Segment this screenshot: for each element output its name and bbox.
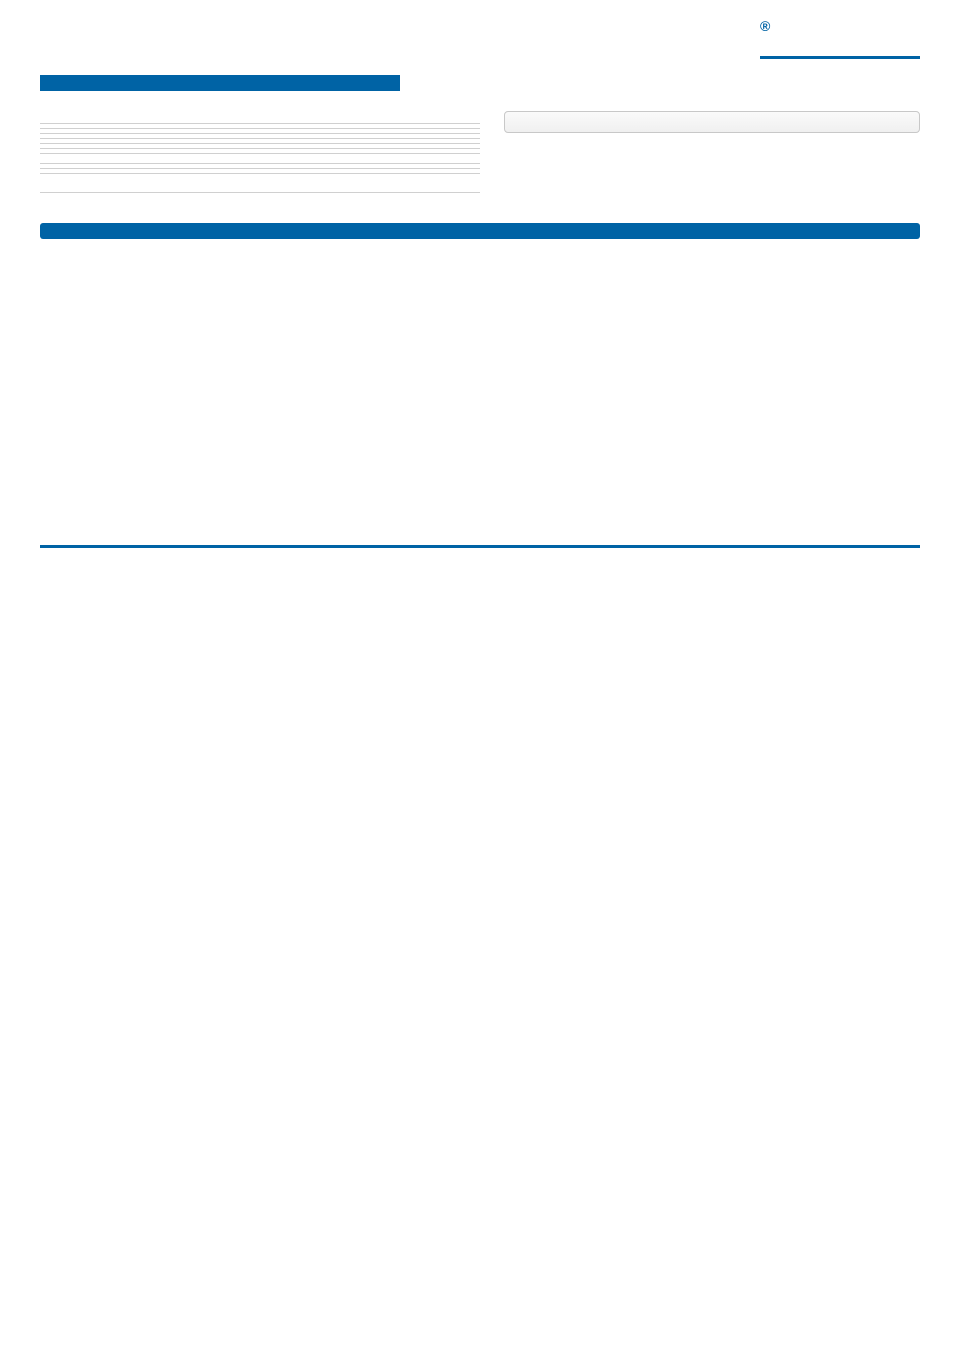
info-table	[40, 111, 480, 193]
performance-line-chart	[74, 265, 794, 495]
allocation-pie-chart	[250, 568, 510, 708]
chart-y-axis	[40, 265, 74, 445]
section-header-graphs	[40, 223, 920, 239]
page-title	[40, 75, 400, 91]
info-label	[40, 173, 282, 192]
brand-name: ®	[760, 18, 920, 60]
returns-table	[40, 533, 920, 541]
legend-item	[806, 265, 832, 268]
description-box	[504, 111, 920, 133]
brand-underline	[760, 56, 920, 59]
returns-header-left	[40, 533, 920, 541]
info-panel	[40, 111, 480, 193]
legend-swatch	[806, 265, 826, 268]
risk-indicator	[282, 173, 480, 192]
composition-block	[40, 203, 920, 207]
brand-logo: ®	[760, 18, 920, 59]
divider	[40, 545, 920, 548]
chart-legend	[806, 265, 832, 283]
legend-swatch	[806, 274, 826, 277]
legend-item	[806, 274, 832, 277]
